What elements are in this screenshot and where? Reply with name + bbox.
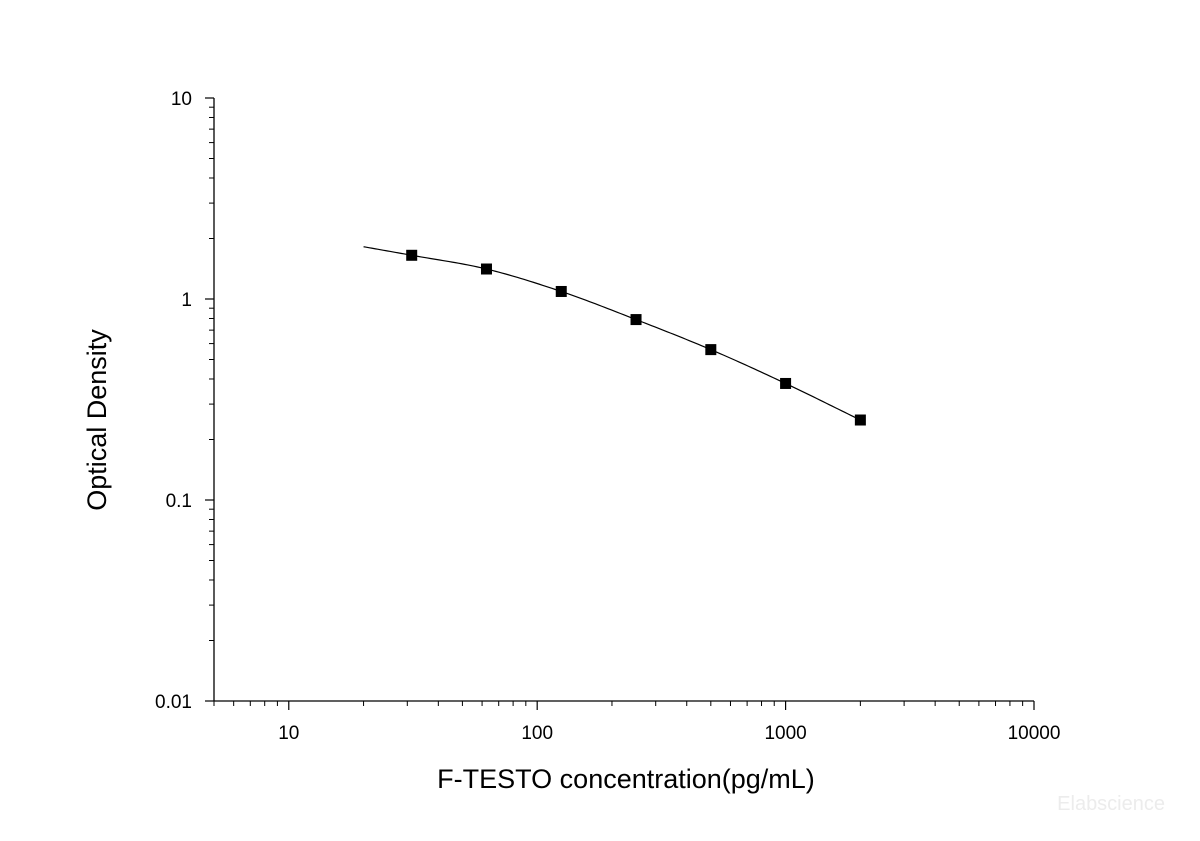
ticks: 10 100 1000 10000 0.01 0.1 1 10	[155, 89, 1060, 744]
data-point	[406, 249, 418, 261]
x-axis-title: F-TESTO concentration(pg/mL)	[437, 764, 815, 794]
x-tick-label: 1000	[764, 723, 806, 744]
data-points	[406, 249, 866, 426]
y-tick-label: 10	[171, 89, 192, 110]
y-tick-label: 0.1	[166, 491, 192, 512]
data-point	[630, 314, 642, 326]
y-tick-label: 0.01	[155, 692, 192, 713]
y-tick-label: 1	[181, 290, 192, 311]
data-point	[854, 414, 866, 426]
fit-curve	[363, 246, 861, 421]
y-axis-title: Optical Density	[82, 329, 112, 511]
data-point	[705, 344, 717, 356]
axes	[213, 98, 1034, 702]
watermark: Elabscience	[1057, 793, 1165, 815]
data-point	[480, 263, 492, 275]
data-point	[780, 377, 792, 389]
data-point	[555, 285, 567, 297]
fit-curve-layer	[363, 246, 861, 421]
x-tick-label: 10	[278, 723, 299, 744]
x-tick-label: 100	[521, 723, 553, 744]
x-tick-label: 10000	[1008, 723, 1061, 744]
